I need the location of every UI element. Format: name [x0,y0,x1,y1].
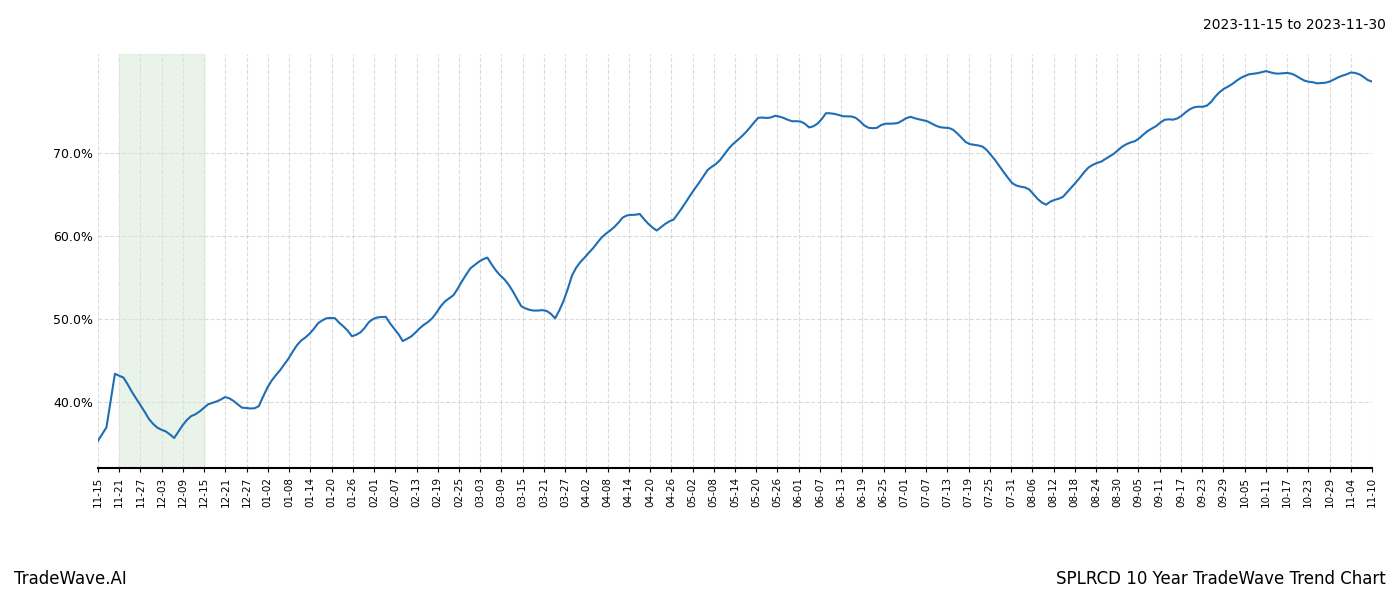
Bar [119,54,204,468]
Text: 2023-11-15 to 2023-11-30: 2023-11-15 to 2023-11-30 [1203,18,1386,32]
Text: SPLRCD 10 Year TradeWave Trend Chart: SPLRCD 10 Year TradeWave Trend Chart [1056,570,1386,588]
Text: TradeWave.AI: TradeWave.AI [14,570,127,588]
